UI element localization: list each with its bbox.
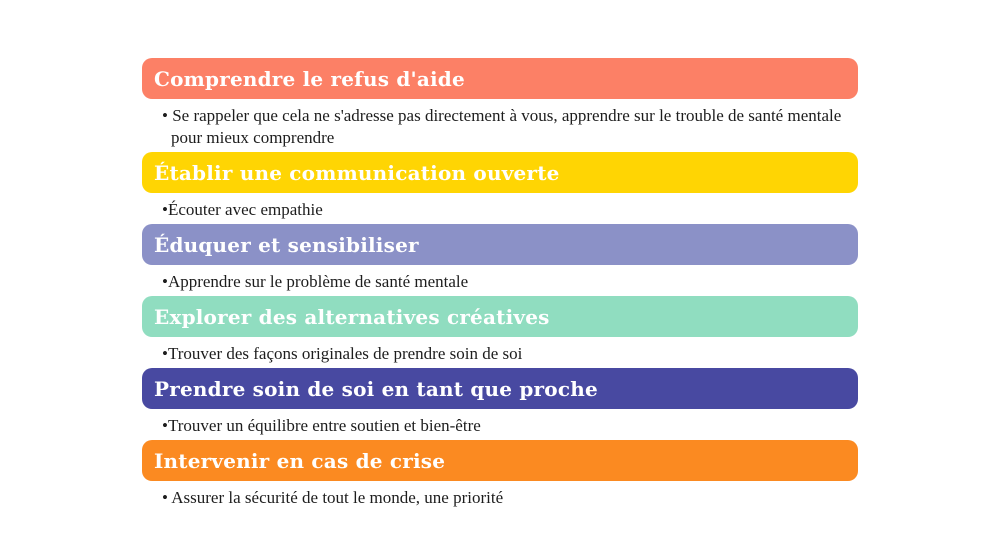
section-bullet-explorer: •Trouver des façons originales de prendr… <box>162 344 523 363</box>
section-eduquer-et-sensibiliser: Éduquer et sensibiliser •Apprendre sur l… <box>142 224 858 293</box>
section-bullet-intervenir: • Assurer la sécurité de tout le monde, … <box>162 488 504 507</box>
section-bullet-comprendre: • Se rappeler que cela ne s'adresse pas … <box>162 106 842 147</box>
section-header-comprendre: Comprendre le refus d'aide <box>142 58 858 99</box>
section-etablir-une-communication-ouverte: Établir une communication ouverte •Écout… <box>142 152 858 221</box>
section-header-communication: Établir une communication ouverte <box>142 152 858 193</box>
section-bullet-prendre-soin: •Trouver un équilibre entre soutien et b… <box>162 416 481 435</box>
section-comprendre-le-refus-daide: Comprendre le refus d'aide • Se rappeler… <box>142 58 858 149</box>
section-bullet-communication: •Écouter avec empathie <box>162 200 323 219</box>
section-bullet-eduquer: •Apprendre sur le problème de santé ment… <box>162 272 469 291</box>
infographic-list: Comprendre le refus d'aide • Se rappeler… <box>142 58 858 512</box>
section-header-explorer: Explorer des alternatives créatives <box>142 296 858 337</box>
section-explorer-des-alternatives-creatives: Explorer des alternatives créatives •Tro… <box>142 296 858 365</box>
section-intervenir-en-cas-de-crise: Intervenir en cas de crise • Assurer la … <box>142 440 858 509</box>
section-header-eduquer: Éduquer et sensibiliser <box>142 224 858 265</box>
section-header-intervenir: Intervenir en cas de crise <box>142 440 858 481</box>
section-prendre-soin-de-soi: Prendre soin de soi en tant que proche •… <box>142 368 858 437</box>
section-header-prendre-soin: Prendre soin de soi en tant que proche <box>142 368 858 409</box>
